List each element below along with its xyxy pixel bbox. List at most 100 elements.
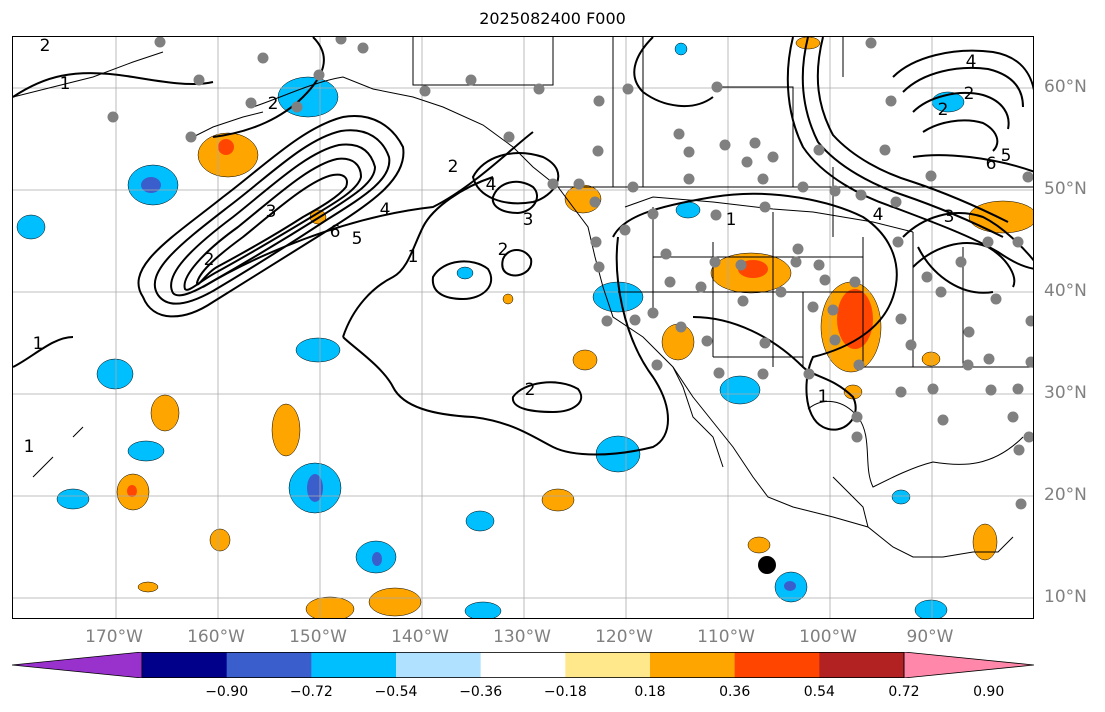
lat-label-30n: 30°N [1044, 383, 1087, 403]
colorbar-border [141, 652, 905, 678]
positive-anomaly-patch [197, 132, 259, 178]
contour-label: 4 [966, 52, 977, 72]
positive-anomaly-patch [368, 587, 422, 617]
coastlines [13, 37, 1033, 558]
graticule [13, 37, 1033, 618]
contour-label: 3 [523, 210, 534, 230]
lon-label-130w: 130°W [493, 627, 551, 647]
positive-anomaly-patch [968, 200, 1033, 234]
contour-label: 4 [486, 175, 497, 195]
negative-anomaly-core [372, 552, 382, 566]
colorbar-tick-label: −0.90 [205, 684, 249, 700]
colorbar-tick-label: 0.18 [634, 684, 666, 700]
negative-anomaly-patch [456, 266, 474, 280]
lat-label-50n: 50°N [1044, 179, 1087, 199]
colorbar-segment [311, 652, 397, 678]
lat-label-20n: 20°N [1044, 485, 1087, 505]
contour-label: 1 [726, 210, 737, 230]
colorbar-segment [819, 652, 905, 678]
contour-label: 4 [380, 200, 391, 220]
contour-label: 2 [964, 84, 975, 104]
positive-anomaly-patch [305, 596, 355, 618]
contour-label: 2 [40, 37, 51, 56]
negative-anomaly-patch [295, 337, 341, 363]
positive-anomaly-patch [502, 293, 514, 305]
colorbar-tick-label: 0.36 [719, 684, 751, 700]
contour-label: 2 [268, 94, 279, 114]
map-panel: 2 1 4 3 2 1 6 5 2 1 2 4 3 2 1 2 2 1 4 6 … [12, 36, 1034, 619]
negative-anomaly-patch [464, 601, 502, 618]
colorbar-segment [480, 652, 566, 678]
contour-label: 2 [498, 240, 509, 260]
positive-anomaly-patch [795, 37, 821, 50]
colorbar-segment [650, 652, 736, 678]
negative-anomaly-patch [16, 214, 46, 240]
anomaly-shading [16, 37, 1033, 618]
positive-anomaly-patch [747, 536, 771, 554]
colorbar-tick-label: 0.90 [973, 684, 1005, 700]
storm-center-marker [758, 556, 776, 574]
positive-anomaly-core [218, 139, 234, 155]
contour-label: 2 [204, 250, 215, 270]
contour-label: 6 [986, 154, 997, 174]
contour-label: 1 [24, 437, 35, 457]
negative-anomaly-core [141, 177, 161, 193]
lon-label-140w: 140°W [391, 627, 449, 647]
negative-anomaly-patch [127, 440, 165, 462]
station-dots [107, 37, 1033, 510]
contour-label: 2 [938, 100, 949, 120]
lat-label-10n: 10°N [1044, 587, 1087, 607]
contour-lines [13, 37, 1033, 456]
colorbar-tick-label: −0.36 [459, 684, 503, 700]
negative-anomaly-patch [96, 358, 134, 390]
colorbar [12, 652, 1034, 678]
lon-label-170w: 170°W [85, 627, 143, 647]
contour-label: 1 [408, 247, 419, 267]
positive-anomaly-patch [541, 488, 575, 512]
negative-anomaly-patch [674, 42, 688, 56]
lon-label-120w: 120°W [595, 627, 653, 647]
colorbar-tick-label: 0.54 [803, 684, 835, 700]
negative-anomaly-patch [719, 375, 761, 405]
negative-anomaly-patch [891, 489, 911, 505]
map-canvas: 2 1 4 3 2 1 6 5 2 1 2 4 3 2 1 2 2 1 4 6 … [13, 37, 1033, 618]
negative-anomaly-patch [914, 599, 948, 618]
colorbar-tick-label: −0.18 [543, 684, 587, 700]
positive-anomaly-patch [972, 523, 998, 561]
contour-label: 3 [944, 207, 955, 227]
colorbar-tick-label: 0.72 [888, 684, 920, 700]
colorbar-tick-label: −0.54 [374, 684, 418, 700]
colorbar-segment [226, 652, 312, 678]
colorbar-extend-low [12, 652, 143, 678]
contour-label: 2 [525, 380, 536, 400]
lat-label-60n: 60°N [1044, 77, 1087, 97]
positive-anomaly-patch [271, 403, 301, 457]
lon-label-160w: 160°W [187, 627, 245, 647]
positive-anomaly-patch [137, 581, 159, 593]
contour-label: 5 [352, 229, 363, 249]
contour-labels: 2 1 4 3 2 1 6 5 2 1 2 4 3 2 1 2 2 1 4 6 … [24, 37, 1012, 457]
positive-anomaly-patch [921, 351, 941, 367]
lon-label-150w: 150°W [289, 627, 347, 647]
lon-label-100w: 100°W [799, 627, 857, 647]
contour-label: 1 [818, 387, 829, 407]
contour-label: 1 [60, 74, 71, 94]
contour-label: 3 [266, 202, 277, 222]
contour-label: 2 [448, 157, 459, 177]
positive-anomaly-core [127, 485, 137, 497]
negative-anomaly-core [307, 474, 323, 502]
positive-anomaly-patch [150, 394, 180, 432]
negative-anomaly-core [784, 581, 796, 591]
negative-anomaly-patch [56, 488, 90, 510]
colorbar-segment [565, 652, 651, 678]
colorbar-segment [396, 652, 482, 678]
lat-label-40n: 40°N [1044, 281, 1087, 301]
lon-label-110w: 110°W [697, 627, 755, 647]
positive-anomaly-patch [572, 349, 598, 371]
plot-title: 2025082400 F000 [479, 9, 626, 28]
negative-anomaly-patch [465, 510, 495, 532]
contour-label: 5 [1001, 146, 1012, 166]
contour-label: 1 [33, 334, 44, 354]
colorbar-segment [142, 652, 228, 678]
positive-anomaly-patch [209, 528, 231, 552]
